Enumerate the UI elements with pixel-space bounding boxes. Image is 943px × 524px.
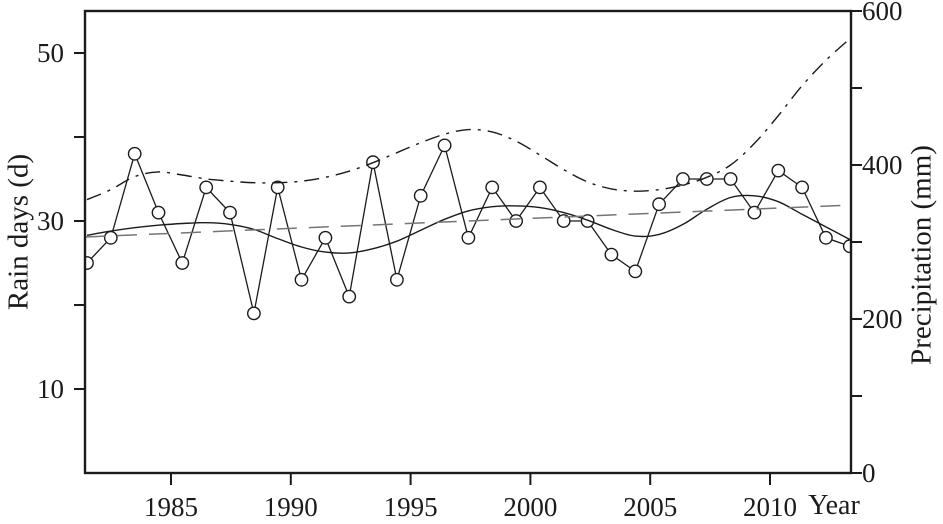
rain-days-annual-marker: [604, 247, 619, 262]
rain-days-annual-marker: [270, 180, 285, 195]
rain-days-annual-marker: [533, 180, 547, 195]
x-axis-title: Year: [808, 490, 860, 521]
plot-area: [85, 38, 851, 321]
y-axis-right-title: Precipitation (mm): [905, 145, 938, 365]
x-tick-label: 2005: [623, 492, 677, 522]
rain-days-annual-line: [86, 143, 851, 314]
rain-days-annual-marker: [652, 197, 666, 212]
rain-days-annual-marker: [342, 289, 357, 304]
y-right-tick-label: 400: [862, 150, 903, 180]
x-tick-label: 1995: [384, 492, 438, 522]
rain-days-annual-marker: [771, 163, 786, 178]
rain-days-annual-marker: [103, 230, 118, 245]
rain-days-annual-marker: [628, 264, 643, 279]
rain-days-annual-marker: [175, 256, 190, 270]
x-tick-label: 1985: [144, 492, 198, 522]
rain-days-annual-marker: [819, 230, 833, 245]
rain-days-annual-marker: [246, 306, 261, 321]
rain-days-annual-marker: [676, 172, 690, 186]
rain-days-annual-marker: [509, 214, 523, 228]
y-left-tick-label: 50: [37, 38, 64, 68]
rain-days-annual-marker: [723, 172, 738, 186]
x-tick-label: 2000: [503, 492, 557, 522]
rain-days-annual-marker: [85, 256, 94, 270]
rain-days-annual-marker: [318, 230, 333, 245]
rain-days-annual-marker: [151, 205, 166, 220]
rain-days-annual-marker: [389, 272, 404, 287]
rain-days-annual-marker: [294, 272, 309, 287]
rain-days-annual-marker: [485, 180, 500, 195]
rain-days-annual-marker: [795, 180, 809, 195]
rain-days-annual-marker: [580, 214, 595, 228]
y-axis-left-title: Rain days (d): [2, 153, 35, 311]
x-tick-label: 1990: [264, 492, 318, 522]
rain-days-annual-marker: [461, 230, 476, 245]
rain-days-annual-marker: [223, 205, 237, 220]
rain-days-annual-marker: [413, 188, 428, 203]
y-left-tick-label: 10: [37, 374, 64, 404]
y-right-tick-label: 200: [862, 304, 903, 334]
x-tick-label: 2010: [743, 492, 797, 522]
rain-days-annual-marker: [556, 214, 571, 228]
precipitation-smoothed-curve: [86, 38, 851, 201]
rain-days-annual-marker: [199, 180, 214, 195]
y-right-tick-label: 600: [862, 0, 903, 26]
y-right-tick-label: 0: [862, 458, 876, 488]
rain-days-smoothed-curve: [86, 194, 851, 254]
rain-days-annual-marker: [437, 138, 452, 153]
y-left-tick-label: 30: [37, 206, 64, 236]
rain-days-annual-marker: [127, 146, 142, 161]
